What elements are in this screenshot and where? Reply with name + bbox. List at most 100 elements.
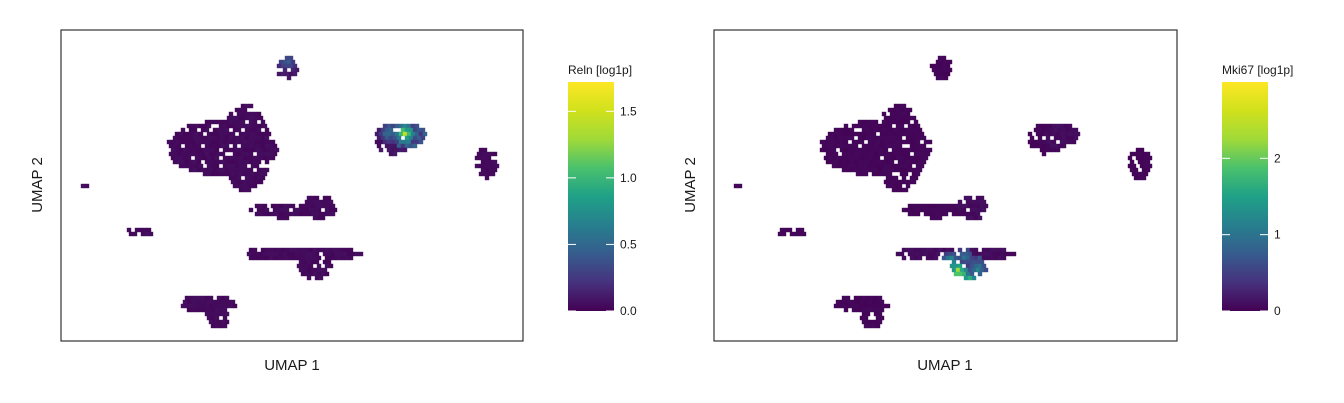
hexbin-cell xyxy=(296,247,302,253)
hexbin-cell xyxy=(847,163,853,169)
hexbin-cell xyxy=(216,303,222,309)
hexbin-cell xyxy=(198,147,204,153)
hexbin-cell xyxy=(276,215,282,221)
hexbin-cell xyxy=(392,151,398,157)
hexbin-cell xyxy=(869,143,875,149)
hexbin-cell xyxy=(951,203,957,209)
hexbin-cell xyxy=(1127,163,1133,169)
hexbin-cell xyxy=(214,155,220,161)
hexbin-cell xyxy=(845,303,851,309)
hexbin-cell xyxy=(378,139,384,145)
hexbin-cell xyxy=(280,207,286,213)
hexbin-cell xyxy=(254,203,260,209)
hexbin-cell xyxy=(198,131,204,137)
hexbin-cell xyxy=(1069,135,1075,141)
hexbin-cell xyxy=(949,207,955,213)
hexbin-cell xyxy=(232,127,238,133)
hexbin-cell xyxy=(254,163,260,169)
hexbin-cell xyxy=(394,147,400,153)
hexbin-cell xyxy=(210,131,216,137)
hexbin-cell xyxy=(881,111,887,117)
hexbin-cell xyxy=(484,167,490,173)
hexbin-cell xyxy=(953,271,959,277)
hexbin-cell xyxy=(893,167,899,173)
hexbin-cell xyxy=(1043,123,1049,129)
hexbin-cell xyxy=(492,159,498,165)
hexbin-cell xyxy=(230,139,236,145)
hexbin-cell xyxy=(218,299,224,305)
hexbin-cell xyxy=(841,303,847,309)
hexbin-cell xyxy=(1137,151,1143,157)
hexbin-cell xyxy=(889,143,895,149)
hexbin-cell xyxy=(899,187,905,193)
hexbin-cell xyxy=(1073,135,1079,141)
hexbin-cell xyxy=(280,215,286,221)
hexbin-cell xyxy=(316,255,322,261)
hexbin-cell xyxy=(897,103,903,109)
hexbin-cell xyxy=(216,319,222,325)
hexbin-cell xyxy=(963,267,969,273)
hexbin-cell xyxy=(288,55,294,61)
hexbin-cell xyxy=(975,195,981,201)
hexbin-cell xyxy=(913,119,919,125)
hexbin-cell xyxy=(897,143,903,149)
hexbin-cell xyxy=(1027,139,1033,145)
hexbin-cell xyxy=(128,231,134,237)
plot-frame xyxy=(713,29,1178,342)
hexbin-cell xyxy=(232,183,238,189)
hexbin-cell xyxy=(256,207,262,213)
hexbin-cell xyxy=(973,207,979,213)
hexbin-cell xyxy=(248,167,254,173)
hexbin-cell xyxy=(915,131,921,137)
hexbin-cell xyxy=(827,147,833,153)
hexbin-cell xyxy=(284,247,290,253)
hexbin-cell xyxy=(935,67,941,73)
hexbin-cell xyxy=(222,163,228,169)
hexbin-cell xyxy=(236,183,242,189)
hexbin-cell xyxy=(939,59,945,65)
hexbin-cell xyxy=(224,135,230,141)
hexbin-cell xyxy=(913,167,919,173)
hexbin-cell xyxy=(975,251,981,257)
hexbin-cell xyxy=(841,159,847,165)
hexbin-cell xyxy=(336,255,342,261)
hexbin-cell xyxy=(899,115,905,121)
hexbin-cell xyxy=(867,307,873,313)
hexbin-cell xyxy=(831,139,837,145)
hexbin-cell xyxy=(879,131,885,137)
hexbin-cell xyxy=(915,163,921,169)
hexbin-cell xyxy=(312,215,318,221)
hexbin-cell xyxy=(871,131,877,137)
hexbin-cell xyxy=(865,151,871,157)
hexbin-cell xyxy=(833,303,839,309)
hexbin-cell xyxy=(296,263,302,269)
hexbin-cell xyxy=(310,203,316,209)
hexbin-cell xyxy=(264,167,270,173)
hexbin-cell xyxy=(284,255,290,261)
hexbin-cell xyxy=(264,207,270,213)
hexbin-cell xyxy=(218,123,224,129)
hexbin-cell xyxy=(951,267,957,273)
hexbin-cell xyxy=(186,147,192,153)
y-axis-title: UMAP 2 xyxy=(682,157,699,213)
hexbin-cell xyxy=(206,131,212,137)
hexbin-cell xyxy=(901,167,907,173)
hexbin-cell xyxy=(913,207,919,213)
hexbin-cell xyxy=(388,135,394,141)
hexbin-cell xyxy=(903,131,909,137)
hexbin-cell xyxy=(236,111,242,117)
hexbin-cell xyxy=(959,211,965,217)
hexbin-cell xyxy=(895,139,901,145)
hexbin-cell xyxy=(879,299,885,305)
hexbin-cell xyxy=(1003,251,1009,257)
hexbin-cell xyxy=(861,135,867,141)
colorbar-tick-label: 1 xyxy=(1274,228,1281,242)
hexbin-cell xyxy=(80,183,86,189)
hexbin-cell xyxy=(254,171,260,177)
hexbin-cell xyxy=(418,131,424,137)
hexbin-cell xyxy=(891,187,897,193)
hexbin-cell xyxy=(406,131,412,137)
hexbin-cell xyxy=(957,255,963,261)
hexbin-cell xyxy=(258,203,264,209)
hexbin-cell xyxy=(272,143,278,149)
